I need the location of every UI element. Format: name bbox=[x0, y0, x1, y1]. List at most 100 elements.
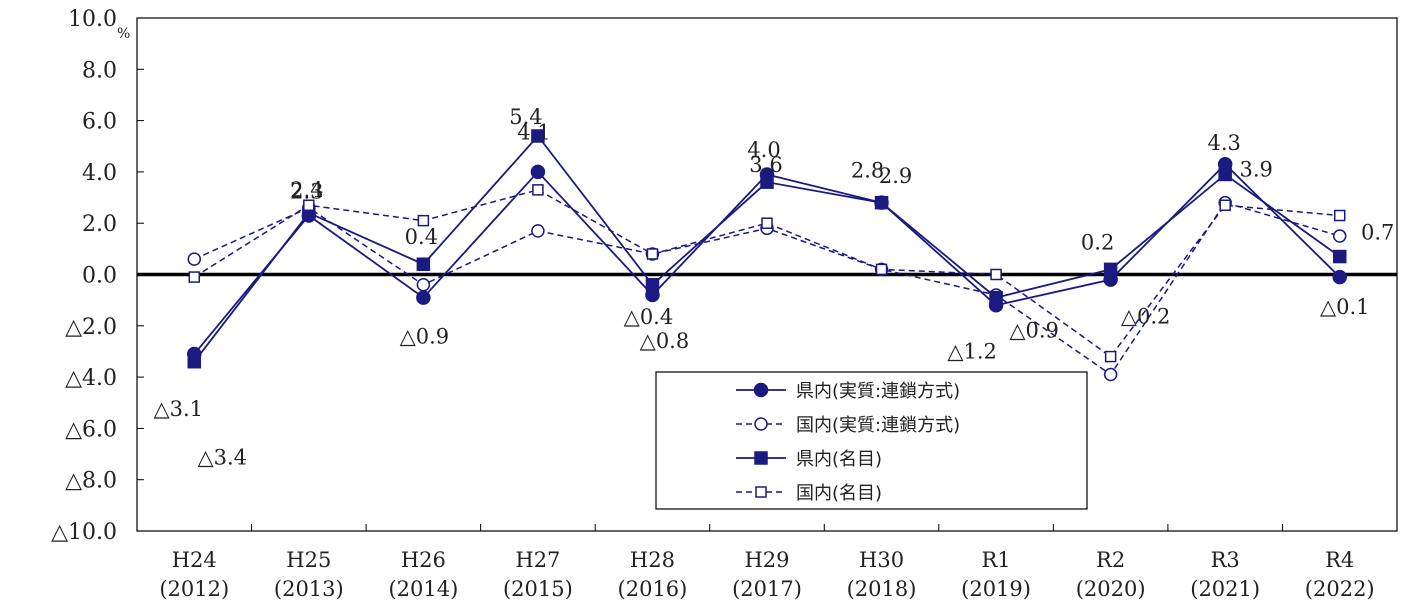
data-label: 2.8 bbox=[851, 159, 884, 183]
data-point bbox=[416, 290, 431, 305]
data-label: 0.2 bbox=[1081, 230, 1114, 254]
data-point bbox=[1104, 350, 1117, 363]
y-tick-label: △10.0 bbox=[51, 520, 117, 545]
data-label: 3.6 bbox=[749, 153, 782, 177]
data-point bbox=[303, 199, 315, 211]
data-point bbox=[989, 290, 1003, 305]
y-tick-label: △8.0 bbox=[65, 469, 117, 494]
data-point bbox=[646, 248, 659, 260]
y-tick-label: 6.0 bbox=[82, 110, 117, 135]
x-tick-label-year: (2017) bbox=[732, 577, 802, 601]
x-tick-label-year: (2020) bbox=[1076, 577, 1146, 601]
data-point bbox=[1333, 209, 1346, 222]
legend-item-1: 県内(実質:連鎖方式) bbox=[736, 381, 960, 402]
x-tick-label-era: H29 bbox=[744, 548, 789, 572]
data-label: 0.7 bbox=[1361, 221, 1394, 245]
data-label: 4.0 bbox=[747, 138, 780, 162]
legend-marker bbox=[754, 451, 768, 465]
data-label: △3.1 bbox=[153, 397, 203, 421]
legend-label: 国内(実質:連鎖方式) bbox=[796, 415, 960, 436]
data-point bbox=[990, 268, 1002, 281]
data-point bbox=[416, 278, 431, 292]
x-tick-label-era: R4 bbox=[1325, 548, 1354, 572]
data-label: 2.3 bbox=[290, 180, 323, 204]
x-tick-label-era: R3 bbox=[1211, 548, 1240, 572]
legend-box bbox=[655, 371, 1088, 510]
data-label: △0.8 bbox=[640, 329, 690, 353]
x-tick-label-year: (2014) bbox=[388, 577, 458, 601]
data-label: 0.4 bbox=[405, 225, 438, 249]
x-tick-label-era: H28 bbox=[630, 548, 675, 572]
data-label: △0.4 bbox=[624, 305, 674, 329]
data-point bbox=[531, 129, 545, 143]
data-point bbox=[1332, 249, 1347, 264]
legend-label: 県内(名目) bbox=[796, 449, 882, 470]
x-tick-label-era: R2 bbox=[1096, 548, 1125, 572]
legend: 県内(実質:連鎖方式) 国内(実質:連鎖方式) 県内(名目) 国内(名目) bbox=[655, 371, 1088, 510]
legend-marker bbox=[754, 417, 768, 431]
x-tick-label-year: (2016) bbox=[618, 577, 688, 601]
data-label: △3.4 bbox=[197, 446, 247, 470]
legend-label: 県内(実質:連鎖方式) bbox=[796, 381, 960, 402]
x-tick-label-era: R1 bbox=[981, 548, 1010, 572]
y-tick-label: 4.0 bbox=[82, 161, 117, 186]
data-point bbox=[1332, 229, 1347, 243]
legend-label: 国内(名目) bbox=[796, 483, 882, 504]
series-line bbox=[193, 189, 1340, 358]
series-3 bbox=[187, 129, 1347, 369]
data-label: 5.4 bbox=[509, 105, 542, 129]
data-point bbox=[187, 252, 202, 266]
data-point bbox=[874, 195, 889, 210]
x-tick-label-year: (2015) bbox=[503, 577, 573, 601]
x-tick-label-year: (2021) bbox=[1190, 577, 1260, 601]
data-point bbox=[761, 217, 773, 229]
data-point bbox=[1103, 262, 1118, 277]
y-tick-label: △6.0 bbox=[65, 417, 117, 442]
data-point bbox=[760, 175, 774, 189]
legend-item-3: 県内(名目) bbox=[736, 449, 882, 470]
x-tick-label-era: H26 bbox=[401, 548, 446, 572]
legend-item-2: 国内(実質:連鎖方式) bbox=[736, 415, 960, 436]
x-tick-label-year: (2012) bbox=[159, 577, 229, 601]
x-tick-label-year: (2019) bbox=[961, 577, 1031, 601]
y-tick-label: △4.0 bbox=[65, 366, 117, 391]
data-point bbox=[875, 263, 888, 276]
y-tick-label: 0.0 bbox=[82, 264, 117, 289]
data-point bbox=[417, 214, 430, 227]
data-label: △0.9 bbox=[1009, 319, 1059, 343]
x-tick-label-era: H25 bbox=[286, 548, 331, 572]
y-unit-label: % bbox=[117, 26, 130, 42]
legend-marker bbox=[755, 486, 767, 498]
data-point bbox=[1103, 367, 1118, 382]
data-point bbox=[1332, 269, 1347, 285]
data-point bbox=[530, 164, 546, 180]
legend-item-4: 国内(名目) bbox=[736, 483, 882, 504]
x-tick-label-era: H30 bbox=[859, 548, 904, 572]
data-point bbox=[188, 271, 201, 283]
data-label: 4.3 bbox=[1207, 131, 1240, 155]
data-label: △0.9 bbox=[400, 325, 450, 349]
data-label: 4.1 bbox=[517, 120, 550, 144]
data-point bbox=[532, 184, 544, 196]
data-label: 2.4 bbox=[290, 178, 323, 202]
x-tick-label-year: (2018) bbox=[847, 577, 917, 601]
data-point bbox=[1218, 167, 1232, 182]
y-tick-label: 10.0 bbox=[68, 7, 117, 32]
x-tick-label-year: (2013) bbox=[274, 577, 344, 601]
data-label: 3.9 bbox=[1239, 157, 1272, 181]
data-label: △0.1 bbox=[1320, 295, 1370, 319]
x-tick-label-era: H27 bbox=[515, 548, 560, 572]
data-point bbox=[1219, 199, 1231, 211]
data-label: 2.9 bbox=[879, 164, 912, 188]
y-tick-label: 2.0 bbox=[82, 212, 117, 237]
data-point bbox=[645, 278, 660, 292]
legend-marker bbox=[753, 382, 769, 398]
series-4 bbox=[188, 184, 1346, 363]
y-tick-label: 8.0 bbox=[82, 58, 117, 83]
x-tick-label-era: H24 bbox=[172, 548, 217, 572]
data-point bbox=[187, 354, 202, 369]
data-label: △1.2 bbox=[947, 339, 997, 363]
y-tick-label: △2.0 bbox=[65, 315, 117, 340]
